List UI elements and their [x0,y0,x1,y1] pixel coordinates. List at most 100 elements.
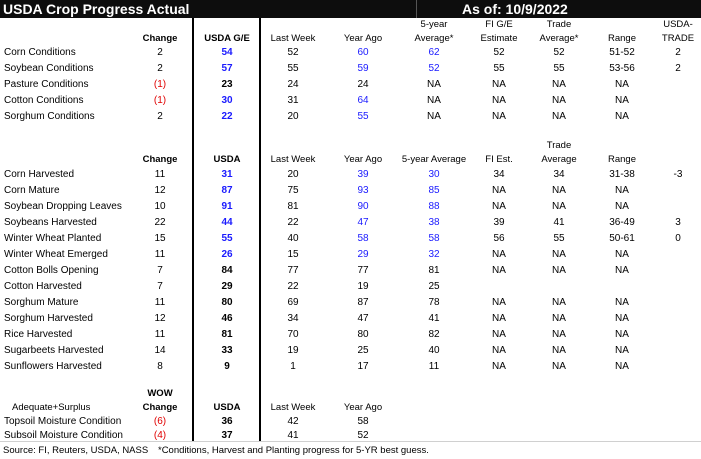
progress-header-trade-line2: Average [541,154,577,165]
progress-row-avg: 81 [428,265,440,276]
progress-row-trade: NA [552,361,566,372]
progress-header-year-ago: Year Ago [343,154,383,165]
progress-header-avg: 5-year Average [401,154,467,165]
progress-row-usda: 81 [221,329,233,340]
progress-row-avg: 40 [428,345,440,356]
condition-row-year-ago: 59 [357,63,369,74]
progress-row-label: Sorghum Mature [4,297,79,308]
condition-row-year-ago: 60 [357,47,369,58]
progress-row-change: 12 [154,185,166,196]
condition-row-change: 2 [157,47,163,58]
progress-row-usda: 46 [221,313,233,324]
progress-row-year-ago: 29 [357,249,369,260]
progress-row-diff: 3 [675,217,681,228]
moisture-row-usda: 36 [221,416,233,427]
progress-row-year-ago: 90 [357,201,369,212]
progress-row-fi: 34 [493,169,505,180]
condition-row-fi: NA [492,111,506,122]
condition-row-year-ago: 64 [357,95,369,106]
progress-row-year-ago: 58 [357,233,369,244]
progress-row-fi: NA [492,313,506,324]
progress-row-trade: 55 [553,233,565,244]
progress-row-label: Winter Wheat Emerged [4,249,108,260]
progress-row-range: 31-38 [609,169,635,180]
condition-row-label: Soybean Conditions [4,63,94,74]
condition-row-range: 51-52 [609,47,635,58]
progress-row-year-ago: 47 [357,313,369,324]
progress-row-usda: 44 [221,217,233,228]
progress-row-fi: NA [492,297,506,308]
progress-row-last-week: 22 [287,217,299,228]
progress-row-usda: 55 [221,233,233,244]
progress-row-trade: NA [552,297,566,308]
progress-row-range: NA [615,345,629,356]
moisture-header-year-ago: Year Ago [343,402,383,413]
progress-row-trade: NA [552,313,566,324]
progress-row-usda: 33 [221,345,233,356]
progress-row-avg: 82 [428,329,440,340]
progress-row-last-week: 77 [287,265,299,276]
progress-row-fi: NA [492,361,506,372]
progress-header-trade-line1: Trade [546,140,572,151]
progress-row-change: 11 [154,169,166,180]
progress-row-trade: NA [552,185,566,196]
progress-row-trade: NA [552,345,566,356]
condition-row-fi: 52 [493,47,505,58]
progress-row-last-week: 81 [287,201,299,212]
progress-row-label: Rice Harvested [4,329,73,340]
footer-note: *Conditions, Harvest and Planting progre… [158,445,429,456]
progress-row-change: 11 [154,249,166,260]
moisture-row-year-ago: 52 [357,430,369,441]
progress-row-range: NA [615,185,629,196]
condition-row-label: Pasture Conditions [4,79,89,90]
conditions-header-range: Range [608,33,636,44]
condition-row-avg: NA [427,79,441,90]
progress-row-range: NA [615,249,629,260]
progress-row-avg: 41 [428,313,440,324]
progress-row-label: Soybeans Harvested [4,217,97,228]
moisture-row-year-ago: 58 [357,416,369,427]
condition-row-fi: NA [492,95,506,106]
progress-row-fi: NA [492,185,506,196]
progress-row-fi: NA [492,249,506,260]
progress-row-last-week: 1 [290,361,296,372]
condition-row-trade: 52 [553,47,565,58]
progress-row-usda: 91 [221,201,233,212]
condition-row-trade: NA [552,79,566,90]
progress-row-change: 11 [154,329,166,340]
progress-row-range: 50-61 [609,233,635,244]
progress-row-usda: 29 [221,281,233,292]
report-title: USDA Crop Progress Actual [3,1,190,17]
progress-row-change: 10 [154,201,166,212]
condition-row-avg: 52 [428,63,440,74]
footer: Source: FI, Reuters, USDA, NASS *Conditi… [0,441,701,459]
progress-row-change: 14 [154,345,166,356]
progress-row-usda: 87 [221,185,233,196]
progress-row-label: Cotton Bolls Opening [4,265,99,276]
progress-row-usda: 80 [221,297,233,308]
condition-row-fi: NA [492,79,506,90]
condition-row-diff: 2 [675,63,681,74]
progress-row-year-ago: 93 [357,185,369,196]
progress-row-last-week: 22 [287,281,299,292]
progress-row-trade: NA [552,201,566,212]
condition-row-usda: 22 [221,111,233,122]
moisture-row-usda: 37 [221,430,233,441]
progress-row-change: 8 [157,361,163,372]
moisture-row-last-week: 42 [287,416,299,427]
progress-row-avg: 30 [428,169,440,180]
progress-row-last-week: 40 [287,233,299,244]
condition-row-change: (1) [153,79,167,90]
progress-row-fi: 39 [493,217,505,228]
progress-row-trade: NA [552,249,566,260]
conditions-header-usda-trade-line1: USDA- [663,19,693,30]
progress-row-label: Corn Harvested [4,169,75,180]
condition-row-label: Cotton Conditions [4,95,84,106]
moisture-row-last-week: 41 [287,430,299,441]
progress-row-year-ago: 47 [357,217,369,228]
progress-row-fi: NA [492,201,506,212]
progress-row-year-ago: 77 [357,265,369,276]
progress-row-trade: NA [552,265,566,276]
progress-row-trade: NA [552,329,566,340]
progress-row-avg: 38 [428,217,440,228]
